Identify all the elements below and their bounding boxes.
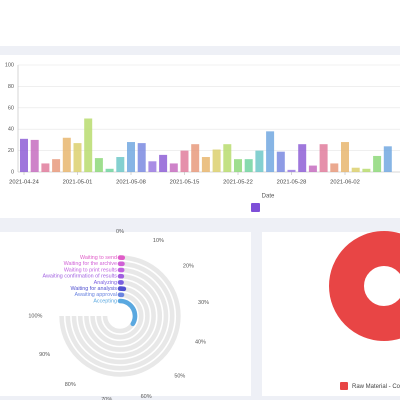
bar <box>234 159 242 172</box>
category-label: Waiting to print results <box>64 267 117 273</box>
x-tick-label: 2021-05-15 <box>170 180 200 186</box>
bar <box>201 157 210 172</box>
bar <box>362 168 371 172</box>
legend-swatch <box>340 382 348 390</box>
y-tick-label: 0 <box>11 169 14 175</box>
bar <box>308 165 317 172</box>
track <box>96 292 144 340</box>
bar <box>73 143 82 172</box>
panel <box>0 55 400 218</box>
bar <box>116 157 125 172</box>
legend-label: Raw Material - Co <box>352 384 400 390</box>
bar <box>298 144 307 172</box>
angle-tick-label: 70% <box>101 397 112 400</box>
angle-tick-label: 30% <box>198 300 209 306</box>
category-label: Analyzing <box>94 280 117 286</box>
track <box>59 255 181 377</box>
bar <box>94 158 103 172</box>
category-label: Awaiting approval <box>75 292 117 298</box>
y-tick-label: 100 <box>5 62 14 68</box>
donut-slice <box>329 231 400 341</box>
x-tick-label: 2021-05-08 <box>116 180 146 186</box>
category-label: Accepting <box>93 298 117 304</box>
y-tick-label: 80 <box>8 84 14 90</box>
bar <box>137 143 146 172</box>
track <box>84 280 156 352</box>
bar <box>20 138 28 172</box>
category-label: Waiting for the archive <box>64 261 117 267</box>
x-tick-label: 2021-04-24 <box>9 180 39 186</box>
track <box>71 267 169 365</box>
bar <box>244 159 253 172</box>
bar <box>159 154 168 172</box>
bar <box>105 168 114 172</box>
y-tick-label: 60 <box>8 105 14 111</box>
bar <box>84 118 93 172</box>
angle-tick-label: 10% <box>153 238 164 244</box>
x-tick-label: 2021-06-02 <box>330 180 360 186</box>
category-label: Awaiting confirmation of results <box>42 274 117 280</box>
angle-tick-label: 100% <box>28 313 42 319</box>
x-axis-title: Date <box>262 194 275 200</box>
bar <box>341 142 349 172</box>
bar <box>30 139 39 172</box>
track <box>90 286 150 346</box>
radial-bar <box>117 298 138 327</box>
category-label: Waiting for analysis <box>70 286 117 292</box>
legend-swatch <box>251 203 260 212</box>
track <box>77 273 163 359</box>
bar <box>319 144 328 172</box>
bar <box>41 163 50 172</box>
bar <box>255 150 264 172</box>
bar <box>52 159 61 172</box>
y-tick-label: 40 <box>8 127 14 133</box>
bar <box>383 146 392 172</box>
angle-tick-label: 20% <box>183 264 194 270</box>
angle-tick-label: 60% <box>141 394 152 400</box>
angle-tick-label: 80% <box>65 382 76 388</box>
angle-tick-label: 50% <box>174 373 185 379</box>
bar <box>212 149 221 172</box>
bar <box>276 151 285 172</box>
track <box>65 261 175 371</box>
bar <box>180 150 189 172</box>
bar <box>330 163 339 172</box>
x-tick-label: 2021-05-22 <box>223 180 253 186</box>
top-bar <box>0 0 400 46</box>
bar <box>62 137 71 172</box>
angle-tick-label: 40% <box>195 340 206 346</box>
category-label: Waiting to send <box>80 255 117 261</box>
bar <box>266 131 275 172</box>
angle-tick-label: 90% <box>39 352 50 358</box>
bar <box>223 144 232 172</box>
x-tick-label: 2021-05-28 <box>277 180 307 186</box>
bar <box>373 155 382 172</box>
y-tick-label: 20 <box>8 148 14 154</box>
angle-tick-label: 0% <box>116 229 124 235</box>
bar <box>287 169 296 172</box>
bar <box>191 144 200 172</box>
bar <box>127 142 135 172</box>
x-tick-label: 2021-05-01 <box>63 180 93 186</box>
bar <box>169 163 178 172</box>
bar <box>148 161 157 172</box>
bar <box>351 167 360 172</box>
